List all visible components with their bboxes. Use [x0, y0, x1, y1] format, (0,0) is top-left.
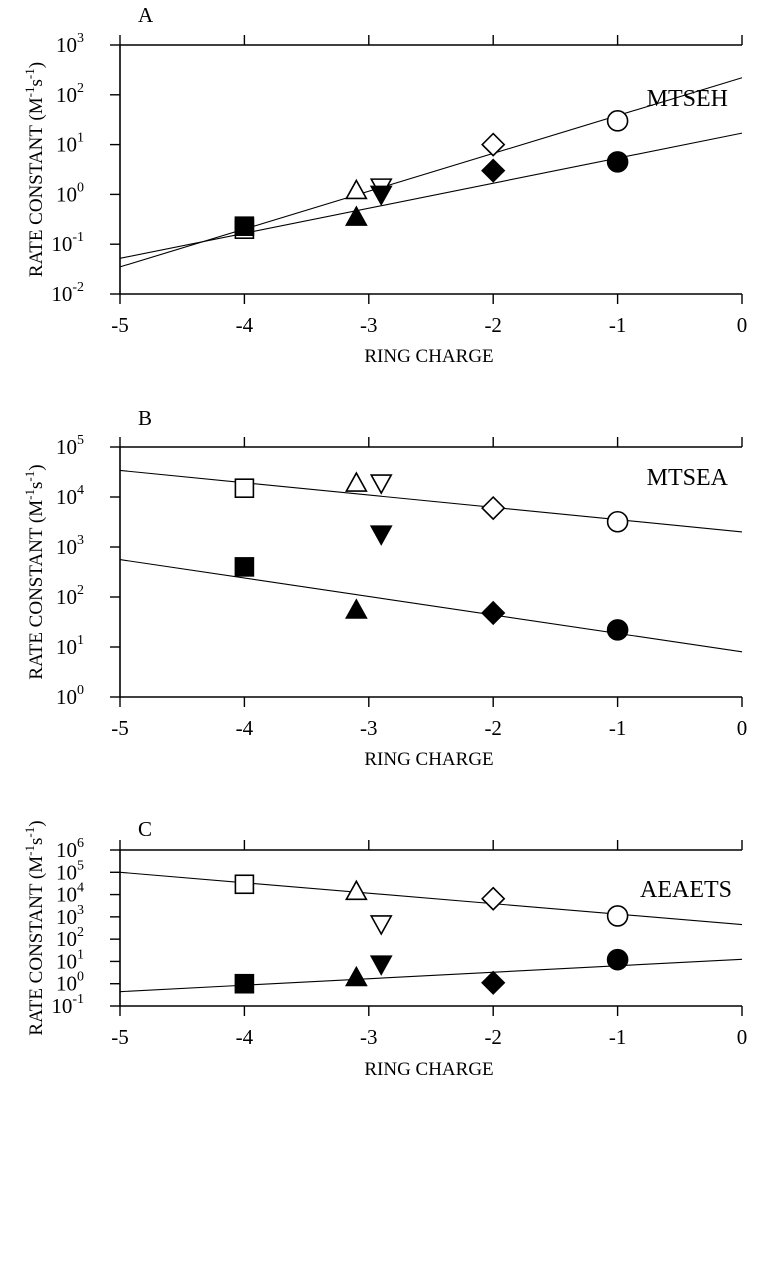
x-axis-title: RING CHARGE	[364, 346, 493, 367]
data-point-diamond-open	[481, 132, 506, 157]
data-point-diamond-open	[481, 886, 506, 911]
y-tick-label: 104	[56, 881, 84, 907]
y-tick-label: 103	[56, 903, 84, 929]
panel-label: B	[138, 406, 152, 430]
x-tick-label: -2	[484, 1025, 502, 1049]
x-tick-label: -1	[609, 1025, 627, 1049]
panel-label: A	[138, 3, 154, 27]
fit-line	[119, 871, 743, 926]
data-point-circle-open	[606, 110, 629, 132]
data-point-triangle-up-filled	[345, 205, 368, 226]
x-tick-label: -2	[484, 313, 502, 337]
panel-label: C	[138, 817, 152, 841]
y-tick-label: 100	[56, 970, 84, 996]
x-tick-label: -4	[236, 716, 254, 740]
panel-a: -5 -4 -3 -2 -1 0 10-2 10-1 100 101 102 103 A MTSEH RIN…	[22, 3, 747, 367]
x-tick-label: -1	[609, 313, 627, 337]
x-tick-label: -3	[360, 313, 378, 337]
y-tick-label: 100	[56, 683, 84, 709]
x-tick-label: -3	[360, 1025, 378, 1049]
data-point-diamond-filled	[481, 158, 506, 183]
data-point-triangle-up-open	[345, 471, 368, 492]
x-axis-title: RING CHARGE	[364, 749, 493, 770]
data-point-triangle-down-filled	[369, 525, 393, 546]
data-point-diamond-open	[481, 495, 506, 521]
y-tick-label: 100	[56, 180, 84, 206]
data-point-triangle-down-open	[369, 474, 393, 495]
data-point-triangle-up-open	[345, 879, 368, 901]
y-tick-label: 102	[56, 81, 84, 107]
data-point-triangle-up-filled	[345, 965, 368, 987]
x-tick-label: -1	[609, 716, 627, 740]
y-tick-label: 101	[56, 131, 84, 157]
y-tick-label: 103	[56, 31, 84, 57]
y-tick-label: 105	[56, 858, 84, 884]
x-tick-label: -4	[236, 313, 254, 337]
y-tick-label: 104	[56, 483, 84, 509]
x-tick-label: -5	[111, 313, 129, 337]
y-axis-title: RATE CONSTANT (M-1s-1)	[22, 62, 47, 277]
data-point-square-open	[234, 478, 255, 498]
data-point-triangle-up-open	[345, 178, 368, 200]
data-point-triangle-down-open	[369, 915, 393, 936]
x-tick-label: -2	[484, 716, 502, 740]
y-tick-label: 102	[56, 583, 84, 609]
data-point-circle-open	[606, 510, 629, 533]
x-tick-label: -3	[360, 716, 378, 740]
x-tick-label: -5	[111, 1025, 129, 1049]
x-tick-label: 0	[737, 716, 748, 740]
fit-line	[119, 958, 743, 993]
data-point-triangle-down-filled	[369, 955, 393, 976]
fit-line	[119, 132, 743, 259]
y-tick-label: 103	[56, 533, 84, 559]
data-point-square-filled	[234, 557, 255, 577]
x-tick-label: -4	[236, 1025, 254, 1049]
fit-line	[119, 77, 743, 268]
x-axis-title: RING CHARGE	[364, 1059, 493, 1080]
data-point-diamond-filled	[481, 600, 506, 626]
fit-line	[119, 469, 743, 533]
data-point-square-filled	[234, 973, 255, 994]
y-axis-title: RATE CONSTANT (M-1s-1)	[22, 464, 47, 679]
y-tick-label: 101	[56, 633, 84, 659]
x-tick-label: 0	[737, 1025, 748, 1049]
data-point-triangle-down-filled	[369, 185, 393, 207]
y-tick-label: 106	[56, 836, 84, 862]
panel-b: -5 -4 -3 -2 -1 0 100 101 102 103 104 105 B MTSEA RING …	[22, 406, 747, 770]
data-point-circle-filled	[606, 619, 629, 641]
y-tick-label: 10-1	[51, 230, 84, 256]
data-point-circle-open	[606, 905, 629, 927]
reagent-label: MTSEH	[647, 86, 728, 112]
y-tick-label: 102	[56, 925, 84, 951]
y-tick-label: 101	[56, 947, 84, 973]
x-tick-label: -5	[111, 716, 129, 740]
y-tick-label: 10-1	[51, 992, 84, 1018]
y-tick-label: 105	[56, 433, 84, 459]
data-point-diamond-filled	[481, 970, 506, 995]
data-point-square-filled	[234, 216, 255, 236]
data-point-circle-filled	[606, 151, 629, 173]
x-tick-label: 0	[737, 313, 748, 337]
reagent-label: AEAETS	[640, 877, 732, 903]
data-point-square-open	[234, 874, 255, 895]
y-axis-title: RATE CONSTANT (M-1s-1)	[22, 820, 47, 1035]
y-tick-label: 10-2	[51, 280, 84, 306]
data-point-circle-filled	[606, 948, 629, 971]
fit-line	[119, 559, 743, 653]
reagent-label: MTSEA	[647, 465, 729, 491]
data-point-triangle-up-filled	[345, 598, 368, 619]
